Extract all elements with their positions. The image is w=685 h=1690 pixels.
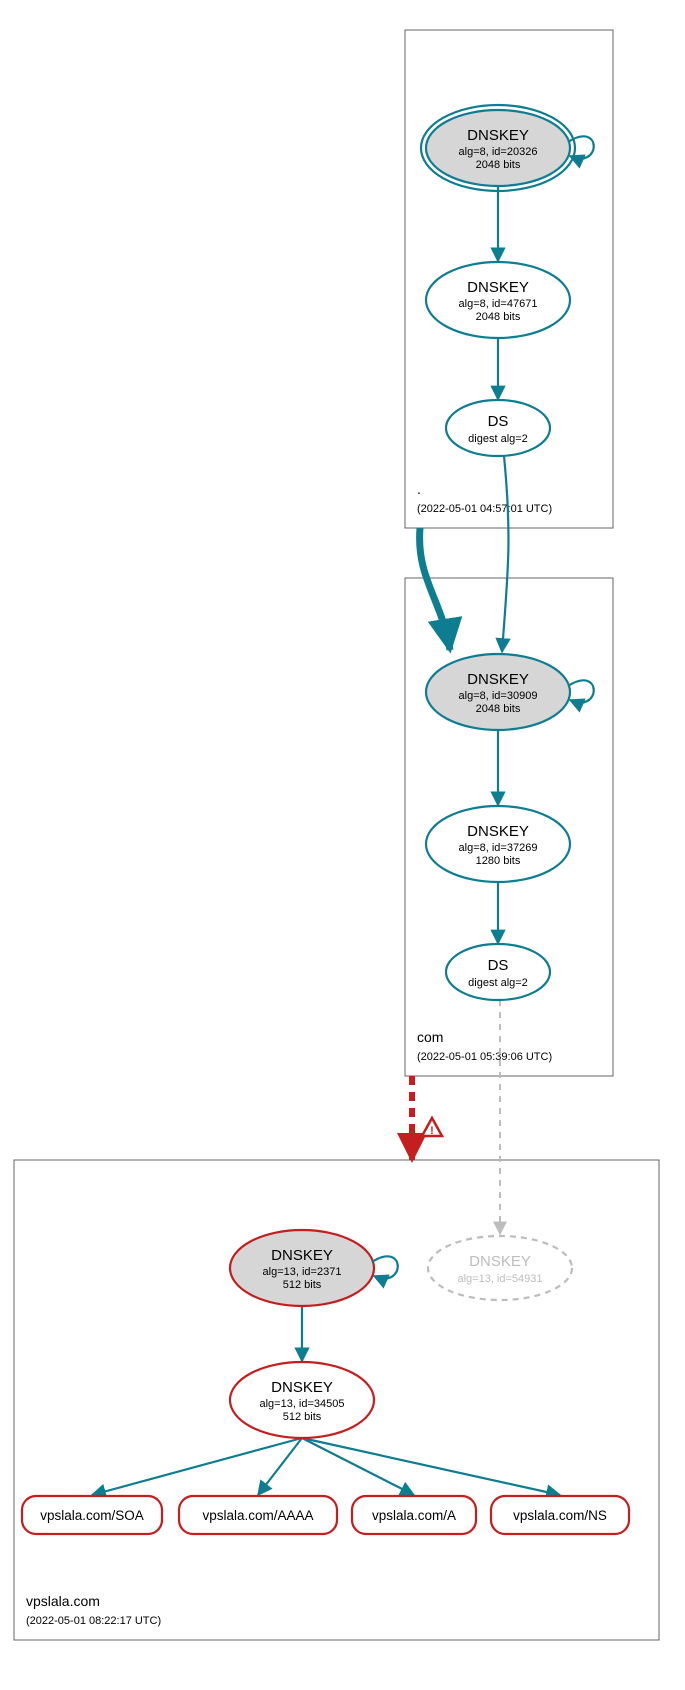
svg-text:!: ! bbox=[430, 1125, 434, 1137]
svg-text:2048 bits: 2048 bits bbox=[476, 311, 521, 323]
node-root_zsk: DNSKEY alg=8, id=476712048 bits bbox=[426, 262, 570, 338]
node-vps_ghost: DNSKEY alg=13, id=54931 bbox=[428, 1236, 572, 1300]
svg-text:DNSKEY: DNSKEY bbox=[467, 127, 529, 144]
node-com_zsk: DNSKEY alg=8, id=372691280 bits bbox=[426, 806, 570, 882]
edge-to-rr_aaaa bbox=[258, 1438, 302, 1495]
edge-to-rr_soa bbox=[92, 1438, 302, 1495]
svg-text:DS: DS bbox=[488, 413, 509, 430]
svg-text:digest alg=2: digest alg=2 bbox=[468, 977, 528, 989]
svg-text:DNSKEY: DNSKEY bbox=[467, 671, 529, 688]
svg-text:alg=13, id=54931: alg=13, id=54931 bbox=[457, 1273, 542, 1285]
svg-text:alg=8, id=20326: alg=8, id=20326 bbox=[459, 146, 538, 158]
svg-text:alg=8, id=30909: alg=8, id=30909 bbox=[459, 690, 538, 702]
node-com_ds: DS digest alg=2 bbox=[446, 944, 550, 1000]
self-loop-vps_ksk bbox=[372, 1256, 398, 1278]
svg-text:DNSKEY: DNSKEY bbox=[271, 1379, 333, 1396]
edge-root-to-com-delegation bbox=[420, 528, 450, 650]
self-loop-com_ksk bbox=[568, 680, 594, 702]
zone-label-com: com bbox=[417, 1029, 443, 1045]
edge-to-rr_a bbox=[302, 1438, 414, 1495]
edge-to-rr_ns bbox=[302, 1438, 560, 1495]
svg-text:DNSKEY: DNSKEY bbox=[469, 1253, 531, 1270]
svg-text:DS: DS bbox=[488, 957, 509, 974]
zone-label-vpslala: vpslala.com bbox=[26, 1593, 100, 1609]
node-vps_zsk: DNSKEY alg=13, id=34505512 bits bbox=[230, 1362, 374, 1438]
svg-text:alg=8, id=37269: alg=8, id=37269 bbox=[459, 842, 538, 854]
node-root_ds: DS digest alg=2 bbox=[446, 400, 550, 456]
svg-text:vpslala.com/AAAA: vpslala.com/AAAA bbox=[202, 1508, 313, 1523]
node-com_ksk: DNSKEY alg=8, id=309092048 bits bbox=[426, 654, 594, 730]
svg-text:512 bits: 512 bits bbox=[283, 1279, 322, 1291]
node-root_ksk: DNSKEY alg=8, id=203262048 bits bbox=[421, 105, 594, 191]
svg-text:digest alg=2: digest alg=2 bbox=[468, 433, 528, 445]
svg-text:alg=13, id=34505: alg=13, id=34505 bbox=[259, 1398, 344, 1410]
self-loop-root_ksk bbox=[568, 136, 594, 158]
svg-text:vpslala.com/NS: vpslala.com/NS bbox=[513, 1508, 607, 1523]
svg-text:DNSKEY: DNSKEY bbox=[271, 1247, 333, 1264]
svg-text:2048 bits: 2048 bits bbox=[476, 159, 521, 171]
zone-timestamp-root: (2022-05-01 04:57:01 UTC) bbox=[417, 503, 552, 515]
zone-label-root: . bbox=[417, 481, 421, 497]
svg-text:512 bits: 512 bits bbox=[283, 1411, 322, 1423]
svg-text:1280 bits: 1280 bits bbox=[476, 855, 521, 867]
zone-timestamp-vpslala: (2022-05-01 08:22:17 UTC) bbox=[26, 1615, 161, 1627]
svg-text:alg=13, id=2371: alg=13, id=2371 bbox=[263, 1266, 342, 1278]
svg-text:DNSKEY: DNSKEY bbox=[467, 823, 529, 840]
svg-text:vpslala.com/A: vpslala.com/A bbox=[372, 1508, 456, 1523]
node-vps_ksk: DNSKEY alg=13, id=2371512 bits bbox=[230, 1230, 398, 1306]
svg-text:DNSKEY: DNSKEY bbox=[467, 279, 529, 296]
svg-text:alg=8, id=47671: alg=8, id=47671 bbox=[459, 298, 538, 310]
edge-root-ds-to-com-ksk bbox=[502, 456, 508, 652]
svg-text:2048 bits: 2048 bits bbox=[476, 703, 521, 715]
svg-text:vpslala.com/SOA: vpslala.com/SOA bbox=[40, 1508, 144, 1523]
zone-timestamp-com: (2022-05-01 05:39:06 UTC) bbox=[417, 1051, 552, 1063]
